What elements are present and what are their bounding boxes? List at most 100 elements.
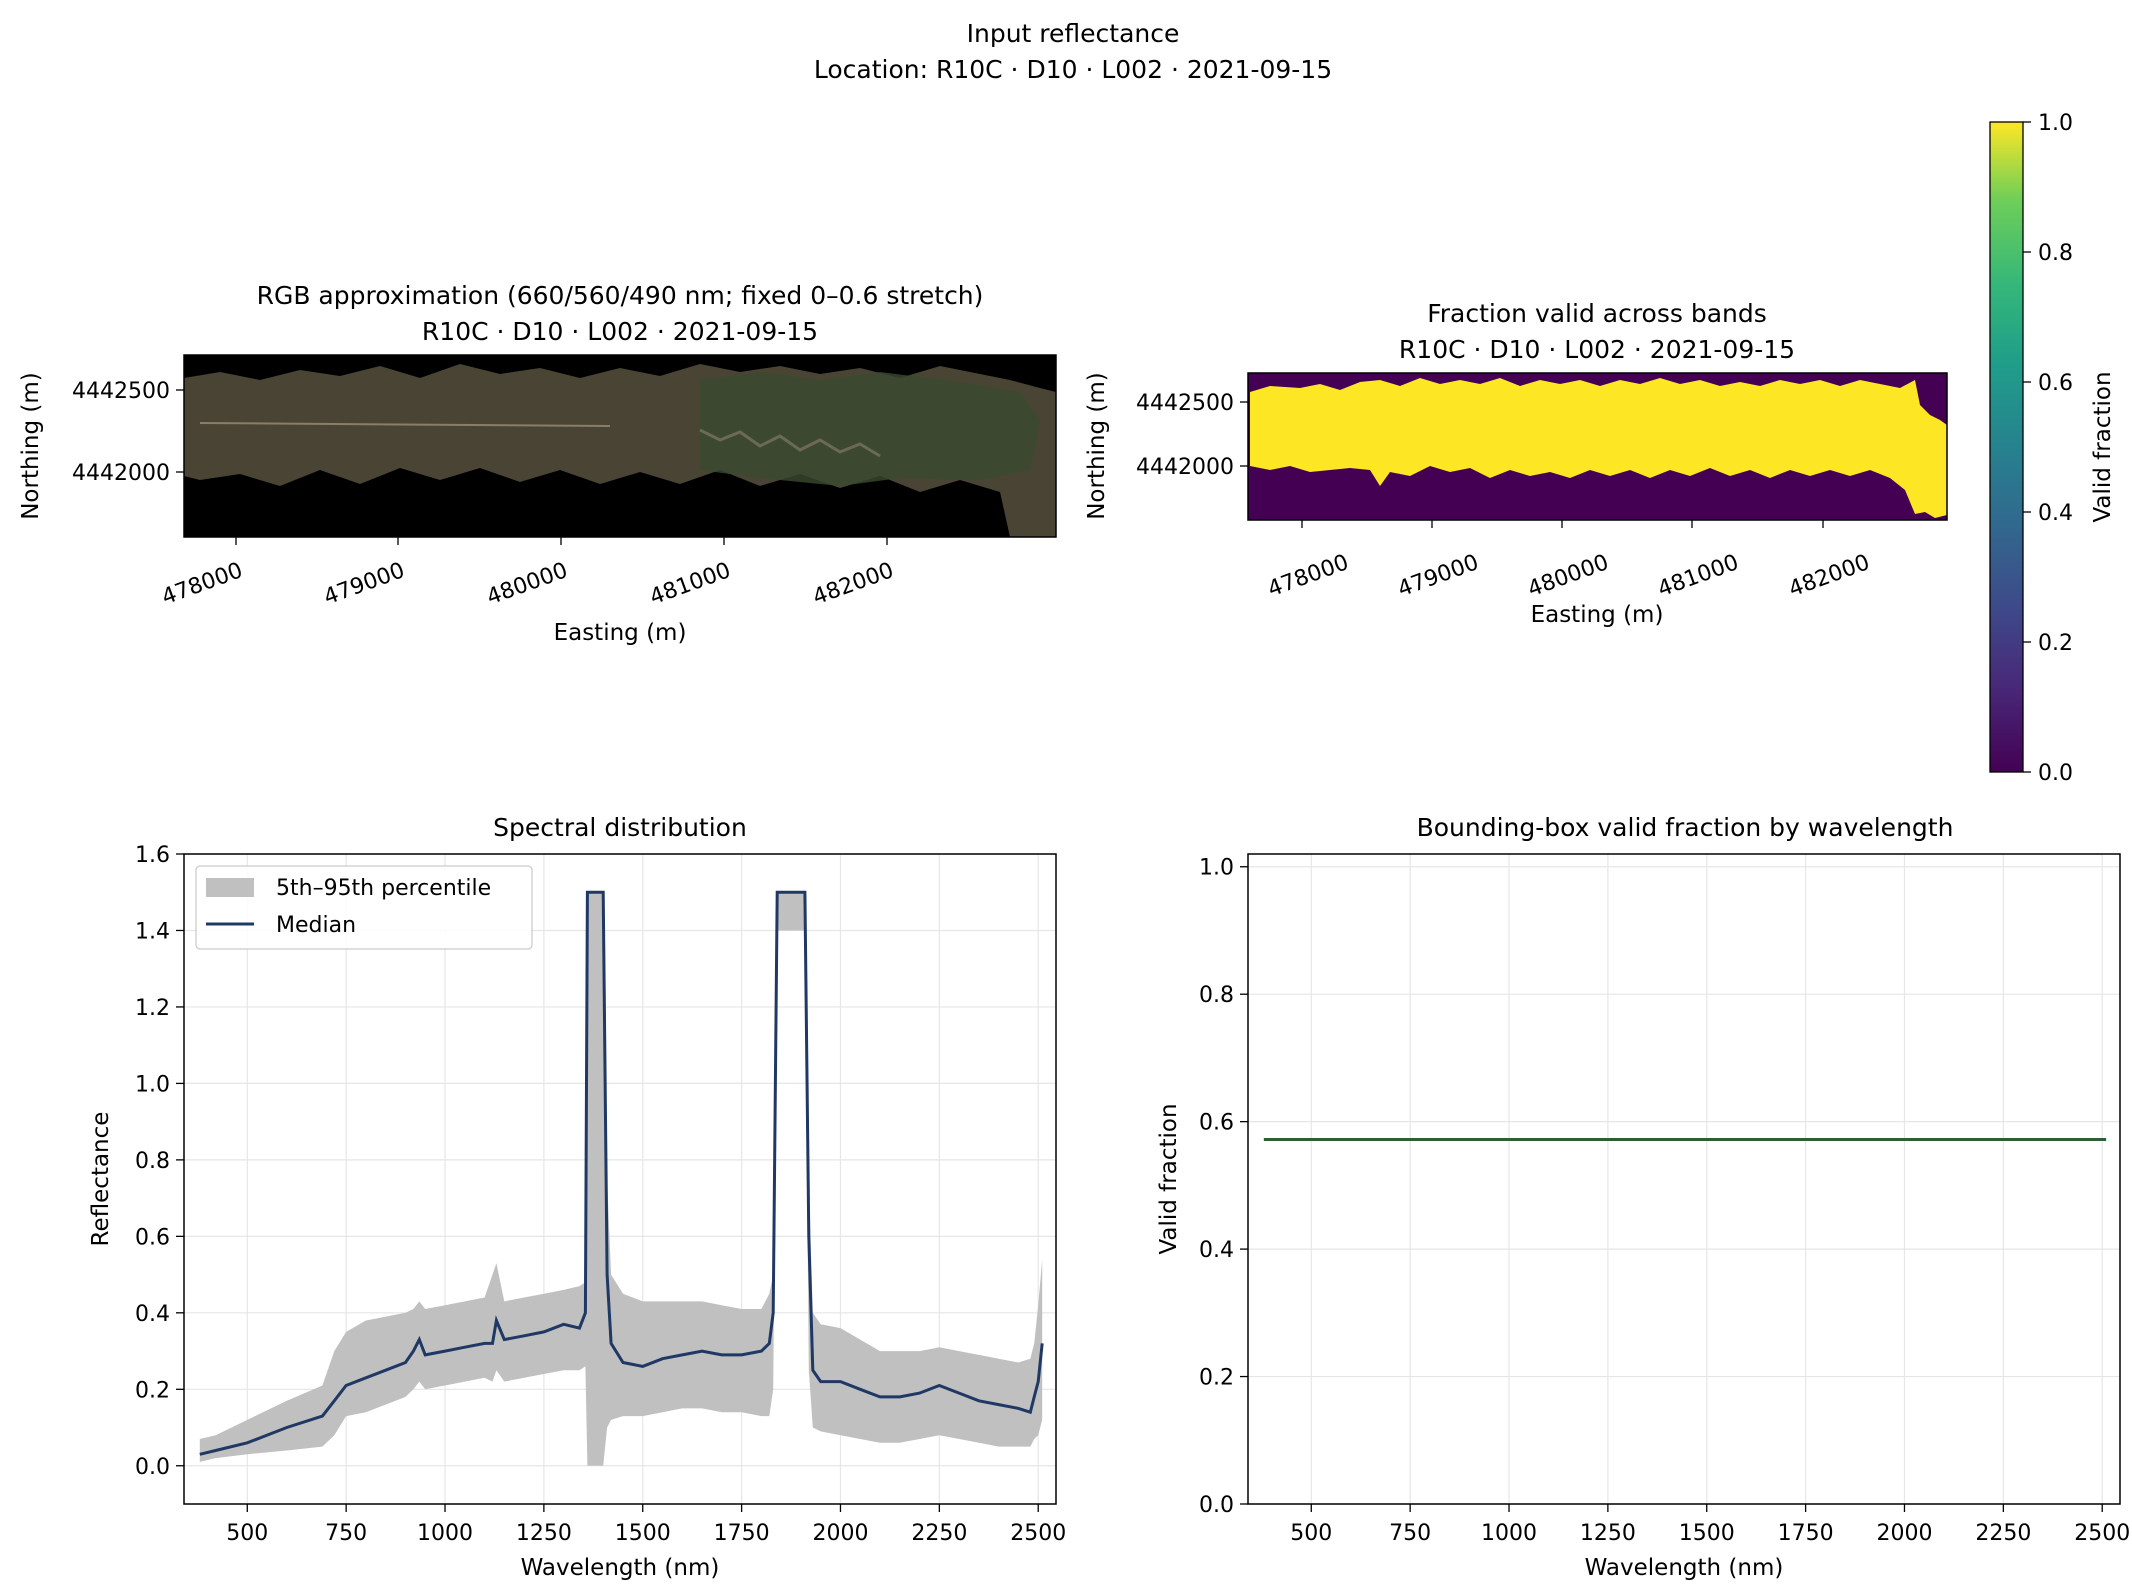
- rgb-xtick-label: 479000: [321, 558, 408, 610]
- valid-map-yticks: 4442500 4442000: [1136, 391, 1248, 480]
- y-tick-label: 1.0: [1199, 856, 1234, 881]
- x-tick-label: 750: [325, 1521, 367, 1546]
- y-tick-label: 0.4: [1199, 1238, 1234, 1263]
- colorbar-tick-label: 0.0: [2038, 761, 2073, 786]
- figure-title: Input reflectance: [967, 19, 1180, 48]
- x-tick-label: 1250: [1580, 1521, 1636, 1546]
- x-tick-label: 1750: [1778, 1521, 1834, 1546]
- colorbar-tick-label: 1.0: [2038, 111, 2073, 136]
- rgb-ytick-label: 4442500: [72, 379, 170, 404]
- x-tick-label: 1000: [417, 1521, 473, 1546]
- x-tick-label: 500: [226, 1521, 268, 1546]
- colorbar-ticks: 1.0 0.8 0.6 0.4 0.2 0.0: [2023, 111, 2073, 786]
- valid-map-title: Fraction valid across bands: [1427, 299, 1767, 328]
- y-tick-label: 0.8: [135, 1149, 170, 1174]
- valid-wavelength-axes-frame: [1247, 853, 2121, 1505]
- spectral-legend: 5th–95th percentile Median: [195, 865, 533, 950]
- spectral-ylabel: Reflectance: [88, 1112, 114, 1247]
- y-tick-label: 0.4: [135, 1302, 170, 1327]
- y-tick-label: 1.2: [135, 996, 170, 1021]
- rgb-ytick-label: 4442000: [72, 461, 170, 486]
- rgb-xticks: 478000 479000 480000 481000 482000: [159, 537, 897, 610]
- rgb-ylabel: Northing (m): [18, 372, 44, 520]
- colorbar-tick-label: 0.2: [2038, 631, 2073, 656]
- x-tick-label: 1750: [714, 1521, 770, 1546]
- y-tick-label: 0.8: [1199, 983, 1234, 1008]
- valid-map-valid-area: [1250, 378, 1947, 518]
- y-tick-label: 0.6: [135, 1225, 170, 1250]
- y-tick-label: 0.2: [1199, 1366, 1234, 1391]
- valid-map-panel: Fraction valid across bands R10C · D10 ·…: [1084, 299, 1948, 628]
- legend-box: [195, 865, 533, 950]
- valid-map-xtick-label: 479000: [1395, 550, 1482, 602]
- valid-wavelength-ylabel: Valid fraction: [1156, 1103, 1182, 1254]
- percentile-band: [199, 892, 1043, 1466]
- valid-map-ytick-label: 4442500: [1136, 391, 1234, 416]
- spectral-xlabel: Wavelength (nm): [521, 1555, 720, 1581]
- valid-map-xticks: 478000 479000 480000 481000 482000: [1265, 520, 1873, 602]
- colorbar-tick-label: 0.4: [2038, 501, 2073, 526]
- spectral-axes-frame: [183, 853, 1057, 1505]
- valid-map-xtick-label: 482000: [1786, 550, 1873, 602]
- rgb-town-texture: [699, 428, 881, 458]
- colorbar: 1.0 0.8 0.6 0.4 0.2 0.0 Valid fraction: [1989, 111, 2116, 786]
- rgb-subtitle: R10C · D10 · L002 · 2021-09-15: [422, 317, 818, 346]
- spectral-panel: Spectral distribution 500 750 1000 1250 1500…: [88, 813, 1066, 1581]
- rgb-xtick-label: 482000: [810, 558, 897, 610]
- x-tick-label: 1500: [615, 1521, 671, 1546]
- y-tick-label: 1.6: [135, 843, 170, 868]
- y-tick-label: 0.6: [1199, 1111, 1234, 1136]
- valid-wavelength-yticks: 0.0 0.2 0.4 0.6 0.8 1.0: [1199, 856, 1248, 1518]
- rgb-xtick-label: 480000: [484, 558, 571, 610]
- valid-map-xtick-label: 480000: [1525, 550, 1612, 602]
- rgb-xlabel: Easting (m): [554, 620, 687, 646]
- valid-wavelength-panel: Bounding-box valid fraction by wavelengt…: [1156, 813, 2130, 1581]
- x-tick-label: 2000: [812, 1521, 868, 1546]
- rgb-road: [199, 422, 611, 427]
- valid-map-subtitle: R10C · D10 · L002 · 2021-09-15: [1399, 335, 1795, 364]
- x-tick-label: 1500: [1679, 1521, 1735, 1546]
- x-tick-label: 500: [1290, 1521, 1332, 1546]
- median-line: [199, 890, 1044, 1456]
- rgb-axes-frame: [183, 354, 1057, 538]
- y-tick-label: 1.4: [135, 919, 170, 944]
- rgb-yticks: 4442500 4442000: [72, 379, 184, 486]
- y-tick-label: 0.0: [1199, 1493, 1234, 1518]
- x-tick-label: 2000: [1876, 1521, 1932, 1546]
- valid-map-ytick-label: 4442000: [1136, 455, 1234, 480]
- valid-map-ylabel: Northing (m): [1084, 372, 1110, 520]
- valid-wavelength-xlabel: Wavelength (nm): [1585, 1555, 1784, 1581]
- y-tick-label: 0.0: [135, 1455, 170, 1480]
- x-tick-label: 2500: [1010, 1521, 1066, 1546]
- rgb-xtick-label: 478000: [159, 558, 246, 610]
- legend-median-label: Median: [276, 913, 356, 938]
- y-tick-label: 0.2: [135, 1378, 170, 1403]
- legend-band-label: 5th–95th percentile: [276, 876, 491, 901]
- x-tick-label: 1000: [1481, 1521, 1537, 1546]
- valid-wavelength-title: Bounding-box valid fraction by wavelengt…: [1417, 813, 1954, 842]
- colorbar-gradient: [1989, 121, 2024, 773]
- valid-map-xtick-label: 478000: [1265, 550, 1352, 602]
- valid-map-xtick-label: 481000: [1655, 550, 1742, 602]
- x-tick-label: 750: [1389, 1521, 1431, 1546]
- x-tick-label: 2250: [1975, 1521, 2031, 1546]
- colorbar-tick-label: 0.8: [2038, 241, 2073, 266]
- x-tick-label: 2500: [2074, 1521, 2130, 1546]
- rgb-title: RGB approximation (660/560/490 nm; fixed…: [257, 281, 984, 310]
- valid-wavelength-grid: [1248, 854, 2120, 1505]
- rgb-vegetation-patch: [700, 372, 1040, 486]
- legend-band-swatch: [206, 878, 254, 897]
- valid-wavelength-xticks: 500 750 1000 1250 1500 1750 2000 2250 2500: [1290, 1504, 2130, 1546]
- colorbar-tick-label: 0.6: [2038, 371, 2073, 396]
- rgb-panel: RGB approximation (660/560/490 nm; fixed…: [18, 281, 1057, 646]
- valid-map-axes-frame: [1247, 372, 1948, 521]
- spectral-title: Spectral distribution: [493, 813, 747, 842]
- colorbar-label: Valid fraction: [2090, 371, 2116, 522]
- y-tick-label: 1.0: [135, 1072, 170, 1097]
- spectral-yticks: 0.0 0.2 0.4 0.6 0.8 1.0 1.2 1.4 1.6: [135, 843, 184, 1480]
- spectral-xticks: 500 750 1000 1250 1500 1750 2000 2250 2500: [226, 1504, 1066, 1546]
- figure-subtitle: Location: R10C · D10 · L002 · 2021-09-15: [814, 55, 1332, 84]
- x-tick-label: 2250: [911, 1521, 967, 1546]
- valid-map-xlabel: Easting (m): [1531, 602, 1664, 628]
